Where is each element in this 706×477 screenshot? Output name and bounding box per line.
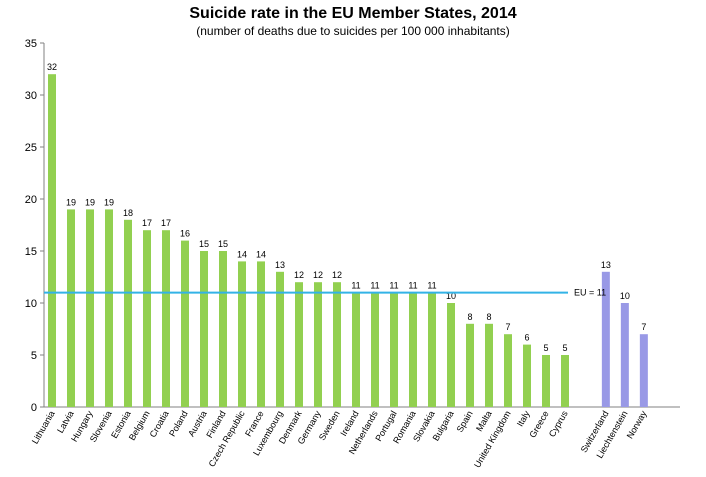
data-label: 12: [294, 270, 304, 280]
data-label: 12: [313, 270, 323, 280]
data-label: 12: [332, 270, 342, 280]
bar: [86, 209, 94, 407]
y-tick-label: 20: [25, 194, 37, 206]
data-label: 11: [351, 281, 360, 291]
data-label: 8: [486, 312, 491, 322]
bar: [333, 282, 341, 407]
bar: [428, 292, 436, 407]
y-tick-label: 25: [25, 142, 37, 154]
y-tick-label: 15: [25, 246, 37, 258]
bar: [352, 292, 360, 407]
bar: [219, 251, 227, 407]
x-tick-label: Cyprus: [547, 409, 570, 439]
bar: [523, 344, 531, 407]
bar: [257, 261, 265, 407]
bar: [485, 323, 493, 407]
x-tick-label: Spain: [455, 409, 475, 434]
bar: [390, 292, 398, 407]
data-label: 19: [104, 197, 114, 207]
data-label: 13: [275, 260, 285, 270]
data-label: 5: [543, 343, 548, 353]
bar: [447, 303, 455, 407]
y-tick-label: 35: [25, 38, 37, 50]
x-tick-label: Lithuania: [30, 409, 57, 446]
data-label: 6: [524, 333, 529, 343]
data-label: 14: [237, 249, 247, 259]
bar: [601, 271, 610, 407]
bar: [67, 209, 75, 407]
data-label: 5: [562, 343, 567, 353]
bar: [371, 292, 379, 407]
data-label: 13: [601, 260, 611, 270]
x-tick-label: Italy: [515, 409, 532, 429]
bar: [561, 355, 569, 407]
data-label: 16: [180, 229, 190, 239]
chart-title: Suicide rate in the EU Member States, 20…: [189, 5, 517, 22]
bar: [105, 209, 113, 407]
reference-line-label: EU = 11: [574, 288, 606, 298]
data-label: 19: [85, 197, 95, 207]
data-label: 7: [641, 322, 646, 332]
bar: [200, 251, 208, 407]
bar: [504, 334, 512, 407]
bar: [181, 240, 189, 407]
chart-subtitle: (number of deaths due to suicides per 10…: [196, 24, 510, 38]
bar: [143, 230, 151, 407]
data-label: 32: [47, 62, 57, 72]
bar: [48, 74, 56, 407]
data-label: 7: [505, 322, 510, 332]
data-label: 10: [446, 291, 456, 301]
data-label: 18: [123, 208, 133, 218]
x-tick-label: United Kingdom: [472, 409, 513, 469]
data-label: 11: [370, 281, 379, 291]
data-label: 14: [256, 249, 266, 259]
bar: [466, 323, 474, 407]
bar: [295, 282, 303, 407]
bar: [409, 292, 417, 407]
data-label: 17: [161, 218, 171, 228]
y-tick-label: 0: [31, 402, 37, 414]
bar: [162, 230, 170, 407]
x-tick-label: Malta: [474, 409, 494, 433]
y-tick-label: 5: [31, 350, 37, 362]
bar: [620, 303, 629, 407]
bar: [276, 271, 284, 407]
data-label: 11: [408, 281, 417, 291]
data-label: 17: [142, 218, 152, 228]
data-label: 11: [427, 281, 436, 291]
data-label: 11: [389, 281, 398, 291]
data-label: 10: [620, 291, 630, 301]
bar: [639, 334, 648, 407]
y-tick-label: 30: [25, 90, 37, 102]
x-tick-label: Croatia: [148, 409, 171, 439]
bar: [238, 261, 246, 407]
data-label: 15: [199, 239, 209, 249]
data-label: 8: [467, 312, 472, 322]
data-label: 15: [218, 239, 228, 249]
bar: [542, 355, 550, 407]
bar: [124, 219, 132, 407]
y-tick-label: 10: [25, 298, 37, 310]
bar: [314, 282, 322, 407]
data-label: 19: [66, 197, 76, 207]
